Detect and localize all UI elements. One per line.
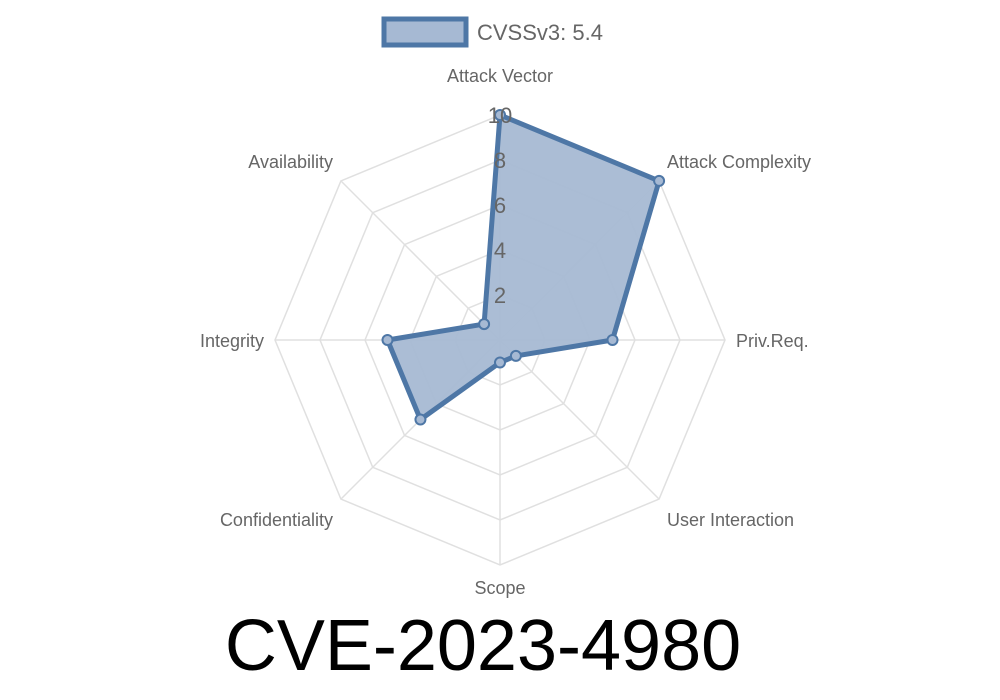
axis-labels: Attack Vector Attack Complexity Priv.Req. U…	[200, 66, 811, 598]
legend-swatch	[381, 16, 469, 48]
axis-label: Attack Complexity	[667, 152, 811, 172]
axis-label: Integrity	[200, 331, 264, 351]
radial-ticks: 2 4 6 8 10	[488, 103, 512, 308]
radar-series	[381, 109, 666, 426]
tick-label: 6	[494, 193, 506, 218]
data-point[interactable]	[414, 413, 427, 426]
axis-label: Priv.Req.	[736, 331, 809, 351]
grid-spoke	[340, 180, 501, 341]
tick-label: 8	[494, 148, 506, 173]
data-point[interactable]	[509, 349, 522, 362]
tick-label: 4	[494, 238, 506, 263]
data-point[interactable]	[494, 356, 506, 369]
grid-spoke	[499, 339, 660, 500]
axis-label: User Interaction	[667, 510, 794, 530]
tick-label: 2	[494, 283, 506, 308]
axis-label: Attack Vector	[447, 66, 553, 86]
data-point[interactable]	[478, 318, 491, 331]
tick-label: 10	[488, 103, 512, 128]
data-point[interactable]	[653, 174, 666, 187]
axis-label: Scope	[474, 578, 525, 598]
data-point[interactable]	[381, 334, 394, 346]
data-point[interactable]	[606, 334, 619, 346]
legend[interactable]: CVSSv3: 5.4	[381, 16, 603, 48]
axis-label: Confidentiality	[220, 510, 333, 530]
legend-label: CVSSv3: 5.4	[477, 20, 603, 45]
axis-label: Availability	[248, 152, 333, 172]
chart-title: CVE-2023-4980	[225, 606, 741, 686]
data-point[interactable]	[494, 109, 506, 121]
